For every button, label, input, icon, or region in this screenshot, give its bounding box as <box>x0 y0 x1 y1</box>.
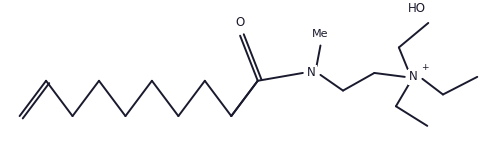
Text: O: O <box>236 16 245 29</box>
Text: +: + <box>421 63 428 72</box>
Text: HO: HO <box>408 2 426 15</box>
Text: Me: Me <box>312 29 328 39</box>
Text: N: N <box>409 70 418 83</box>
Text: N: N <box>307 66 316 79</box>
